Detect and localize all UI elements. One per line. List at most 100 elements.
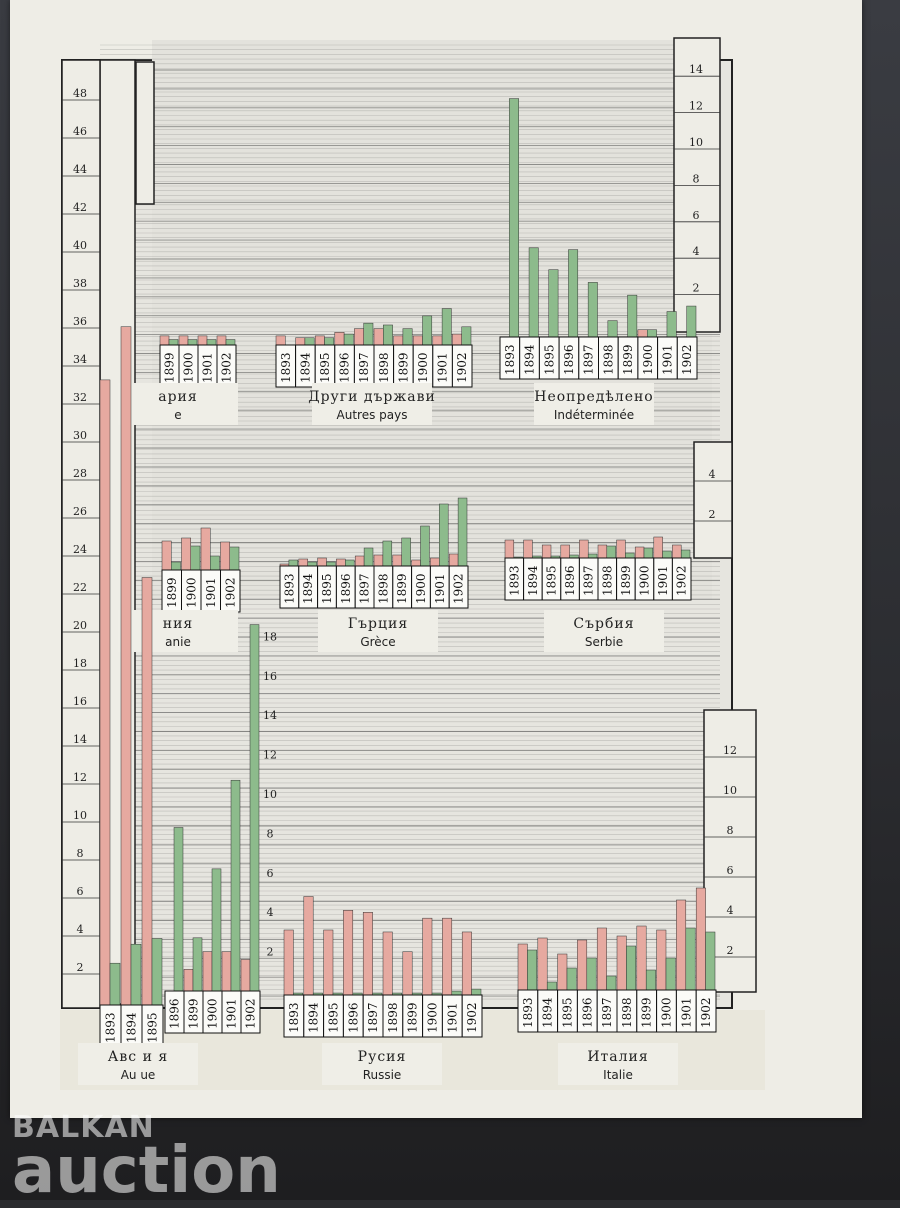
year-label: 1896 <box>346 1002 360 1033</box>
axis-tick-label: 2 <box>693 282 700 295</box>
axis-tick-label: 18 <box>73 657 87 670</box>
bar-green-1900 <box>422 315 433 346</box>
bar-red-1897 <box>354 328 364 346</box>
bar-green-1898 <box>626 945 637 991</box>
year-label: 1902 <box>452 573 466 604</box>
year-label-box <box>695 989 717 1033</box>
bar-green-1902 <box>229 546 240 571</box>
bar-green-1897 <box>587 282 598 338</box>
bar-red-1900 <box>178 335 189 346</box>
year-label: 1902 <box>675 565 689 596</box>
bar-green-1900 <box>420 525 430 567</box>
bar-green-1898 <box>607 320 618 338</box>
bar-red-1900 <box>411 559 421 567</box>
year-label: 1901 <box>225 998 239 1029</box>
bar-green-1897 <box>363 322 374 346</box>
axis-tick-label: 26 <box>73 505 87 518</box>
bar-green-1894 <box>528 247 539 338</box>
axis-tick-label: 8 <box>727 824 734 837</box>
bar-red-1895 <box>323 929 334 996</box>
year-label-box <box>676 336 698 380</box>
bar-red-1895 <box>541 544 552 559</box>
bar-red-1901 <box>200 527 211 571</box>
year-label: 1902 <box>465 1002 479 1033</box>
year-label: 1894 <box>526 565 540 596</box>
year-label: 1895 <box>561 997 575 1028</box>
year-label: 1901 <box>433 573 447 604</box>
axis-tick-label: 8 <box>693 172 700 185</box>
axis-tick-label: 14 <box>689 63 703 76</box>
axis-tick-label: 12 <box>73 771 87 784</box>
country-name-fr: Russie <box>363 1068 402 1082</box>
year-label: 1897 <box>358 573 372 604</box>
axis-tick-label: 2 <box>709 508 716 521</box>
left-axis-plate <box>61 59 101 1009</box>
bar-green-1902 <box>461 326 472 346</box>
year-label: 1897 <box>366 1002 380 1033</box>
bar-red-1895 <box>141 577 153 1006</box>
year-label: 1900 <box>638 565 652 596</box>
bar-green-1896 <box>568 249 579 338</box>
bar-red-1899 <box>159 335 170 346</box>
bar-green-1901 <box>441 308 452 346</box>
bar-red-1894 <box>523 539 533 559</box>
year-label: 1898 <box>377 352 391 383</box>
year-label: 1895 <box>146 1012 160 1043</box>
axis-tick-label: 8 <box>267 827 274 840</box>
year-label: 1895 <box>318 352 332 383</box>
bar-red-1902 <box>216 335 227 346</box>
year-label: 1897 <box>357 352 371 383</box>
country-name-fr: Italie <box>603 1068 633 1082</box>
year-label: 1899 <box>165 577 179 608</box>
year-label: 1900 <box>416 352 430 383</box>
bar-red-1900 <box>202 951 213 992</box>
bar-green-1896 <box>345 559 355 567</box>
bar-red-1896 <box>560 544 570 559</box>
bar-green-1893 <box>288 559 299 567</box>
bar-red-1901 <box>221 951 232 992</box>
bar-green-1900 <box>665 957 676 991</box>
year-label: 1893 <box>282 573 296 604</box>
bar-red-1898 <box>373 554 384 567</box>
axis-tick-label: 4 <box>709 468 716 481</box>
bar-red-1895 <box>317 557 327 567</box>
axis-tick-label: 30 <box>73 429 87 442</box>
country-name-fr: Grèce <box>360 635 395 649</box>
year-label: 1899 <box>640 997 654 1028</box>
country-label-plate <box>322 1043 442 1085</box>
year-label: 1899 <box>621 344 635 375</box>
bar-green-1897 <box>606 975 617 991</box>
bar-green-1896 <box>586 957 597 991</box>
axis-tick-label: 4 <box>727 904 734 917</box>
axis-tick-label: 32 <box>73 391 87 404</box>
bar-red-1893 <box>283 929 294 996</box>
axis-tick-label: 38 <box>73 277 87 290</box>
bar-green-1901 <box>206 339 217 346</box>
year-label: 1893 <box>521 997 535 1028</box>
axis-tick-label: 10 <box>263 788 277 801</box>
bar-red-1896 <box>577 939 588 991</box>
bar-red-1899 <box>616 539 626 559</box>
watermark-line1: BALKAN <box>12 1110 155 1145</box>
bar-red-1899 <box>402 951 413 996</box>
country-label-plate <box>312 383 432 425</box>
axis-tick-label: 14 <box>263 709 277 722</box>
bar-red-1900 <box>422 917 433 996</box>
year-label: 1893 <box>507 565 521 596</box>
bar-red-1902 <box>461 931 472 996</box>
axis-tick-label: 4 <box>693 245 700 258</box>
bar-green-1902 <box>680 549 691 559</box>
axis-tick-label: 16 <box>263 670 277 683</box>
axis-tick-label: 46 <box>73 125 87 138</box>
country-name-fr: anie <box>165 635 191 649</box>
bar-red-1897 <box>362 912 373 996</box>
axis-tick-label: 6 <box>77 885 84 898</box>
bar-green-1902 <box>457 497 468 567</box>
year-label: 1896 <box>562 344 576 375</box>
country-name-bg: Други държави <box>308 389 436 405</box>
year-label: 1900 <box>660 997 674 1028</box>
axis-tick-label: 20 <box>73 619 87 632</box>
bar-red-1900 <box>634 546 645 559</box>
year-label: 1894 <box>307 1002 321 1033</box>
year-label: 1900 <box>184 577 198 608</box>
